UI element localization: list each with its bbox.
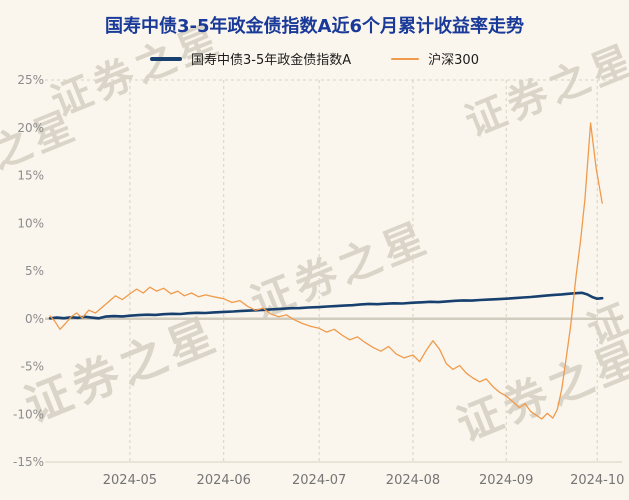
y-tick-label: 0% [25, 312, 44, 326]
y-tick-label: 10% [17, 216, 44, 230]
x-tick-label: 2024-06 [197, 473, 251, 488]
page-title: 国寿中债3-5年政金债指数A近6个月累计收益率走势 [105, 16, 524, 37]
x-tick-label: 2024-09 [479, 473, 533, 488]
legend-label-csi300: 沪深300 [428, 53, 479, 68]
series-line-1 [48, 291, 604, 320]
y-tick-label: -10% [13, 407, 44, 421]
legend-item-fund[interactable]: 国寿中债3-5年政金债指数A [150, 49, 351, 68]
y-tick-label: 20% [17, 121, 44, 135]
x-tick-label: 2024-07 [292, 473, 346, 488]
y-tick-label: 5% [25, 264, 44, 278]
y-tick-label: -15% [13, 455, 44, 469]
legend-label-fund: 国寿中债3-5年政金债指数A [191, 53, 352, 68]
legend: 国寿中债3-5年政金债指数A 沪深300 [0, 49, 629, 68]
legend-swatch-csi300-icon [391, 57, 420, 60]
legend-item-csi300[interactable]: 沪深300 [391, 49, 479, 68]
y-tick-label: 15% [17, 169, 44, 183]
y-tick-label: -5% [21, 360, 44, 374]
x-tick-label: 2024-05 [103, 473, 157, 488]
legend-swatch-fund-icon [150, 56, 183, 61]
x-tick-label: 2024-10 [570, 473, 624, 488]
series-line-2 [49, 122, 603, 420]
y-tick-label: 25% [17, 73, 44, 87]
x-tick-label: 2024-08 [386, 473, 440, 488]
